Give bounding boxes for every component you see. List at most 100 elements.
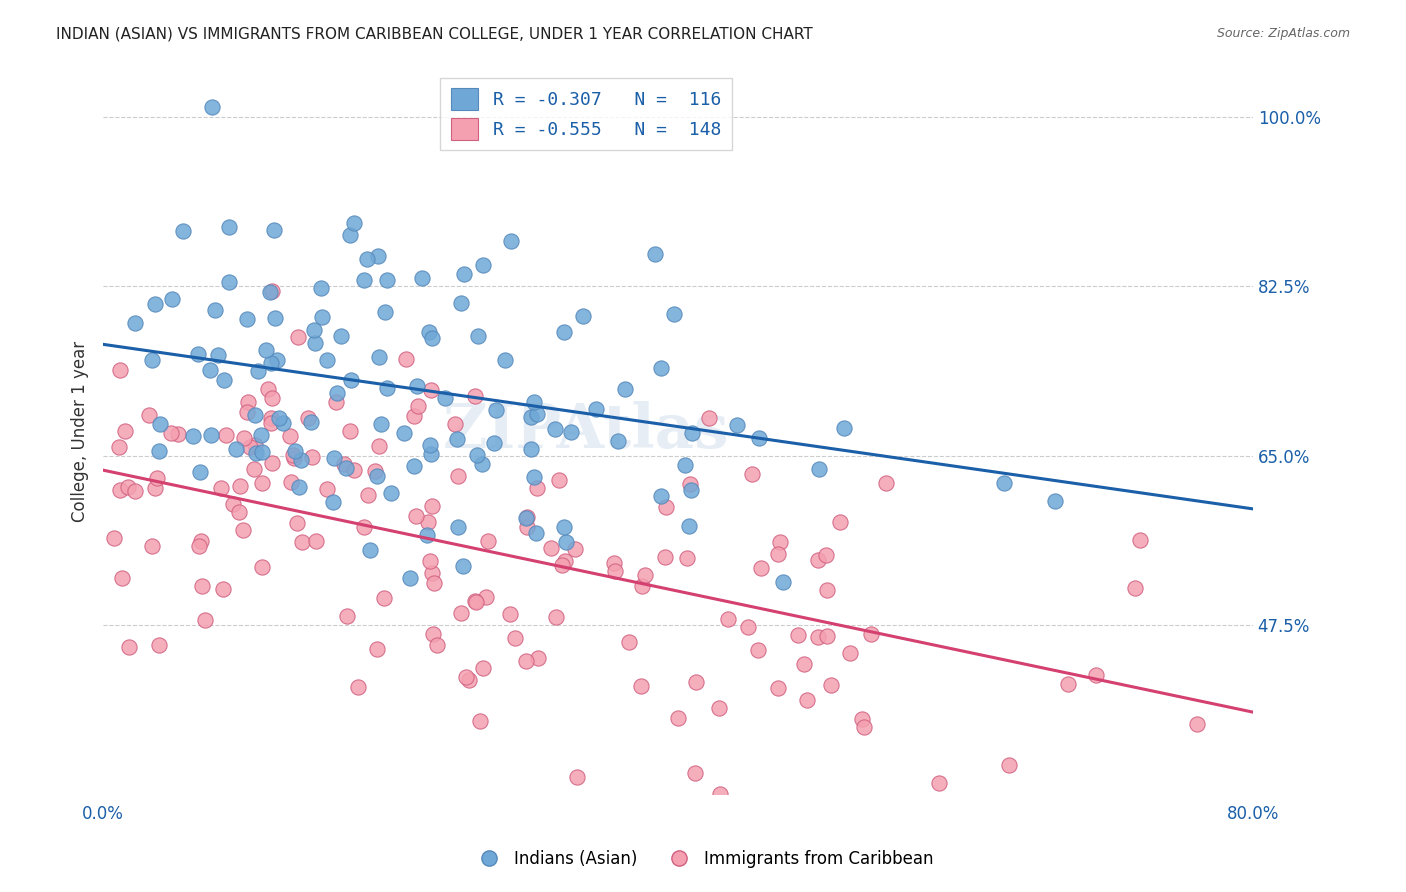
Point	[207, 348, 229, 362]
Point	[404, 459, 426, 474]
Point	[477, 533, 499, 548]
Point	[769, 535, 792, 549]
Point	[309, 281, 332, 295]
Point	[278, 429, 301, 443]
Point	[200, 99, 222, 113]
Point	[786, 628, 808, 642]
Point	[526, 481, 548, 495]
Point	[218, 276, 240, 290]
Point	[544, 422, 567, 436]
Point	[1085, 667, 1108, 681]
Point	[494, 353, 516, 368]
Point	[450, 296, 472, 310]
Text: Source: ZipAtlas.com: Source: ZipAtlas.com	[1216, 27, 1350, 40]
Point	[273, 417, 295, 431]
Point	[374, 305, 396, 319]
Point	[284, 444, 307, 458]
Point	[998, 758, 1021, 772]
Point	[141, 539, 163, 553]
Point	[333, 457, 356, 471]
Point	[398, 570, 420, 584]
Point	[118, 640, 141, 655]
Point	[304, 336, 326, 351]
Point	[353, 273, 375, 287]
Point	[420, 499, 443, 513]
Point	[188, 465, 211, 479]
Point	[613, 382, 636, 396]
Point	[633, 567, 655, 582]
Point	[232, 524, 254, 538]
Point	[420, 566, 443, 581]
Point	[815, 629, 838, 643]
Point	[796, 693, 818, 707]
Point	[443, 417, 465, 431]
Point	[373, 591, 395, 606]
Point	[523, 470, 546, 484]
Point	[498, 607, 520, 622]
Point	[243, 438, 266, 452]
Point	[450, 606, 472, 620]
Point	[465, 449, 488, 463]
Point	[820, 678, 842, 692]
Point	[464, 389, 486, 403]
Point	[370, 417, 392, 432]
Point	[748, 431, 770, 445]
Point	[260, 391, 283, 405]
Point	[603, 556, 626, 570]
Point	[679, 483, 702, 497]
Point	[664, 306, 686, 320]
Point	[250, 428, 273, 442]
Point	[741, 467, 763, 482]
Point	[516, 520, 538, 534]
Point	[143, 297, 166, 311]
Point	[683, 766, 706, 780]
Point	[297, 411, 319, 425]
Point	[148, 638, 170, 652]
Point	[673, 458, 696, 472]
Point	[254, 343, 277, 357]
Point	[420, 331, 443, 345]
Point	[117, 480, 139, 494]
Point	[447, 469, 470, 483]
Point	[419, 438, 441, 452]
Point	[280, 475, 302, 489]
Point	[603, 564, 626, 578]
Point	[103, 531, 125, 545]
Point	[200, 363, 222, 377]
Point	[124, 483, 146, 498]
Point	[650, 360, 672, 375]
Point	[218, 220, 240, 235]
Point	[404, 409, 426, 424]
Text: ZIPAtlas: ZIPAtlas	[443, 401, 730, 461]
Point	[766, 681, 789, 696]
Point	[291, 534, 314, 549]
Point	[191, 579, 214, 593]
Point	[1129, 533, 1152, 548]
Point	[418, 326, 440, 340]
Point	[367, 249, 389, 263]
Point	[699, 410, 721, 425]
Y-axis label: College, Under 1 year: College, Under 1 year	[72, 341, 89, 522]
Point	[725, 418, 748, 433]
Point	[851, 712, 873, 726]
Point	[571, 309, 593, 323]
Point	[540, 541, 562, 556]
Point	[301, 450, 323, 464]
Point	[375, 273, 398, 287]
Point	[141, 353, 163, 368]
Point	[464, 595, 486, 609]
Point	[650, 489, 672, 503]
Point	[287, 330, 309, 344]
Point	[392, 425, 415, 440]
Point	[838, 646, 860, 660]
Point	[419, 554, 441, 568]
Point	[316, 482, 339, 496]
Point	[617, 635, 640, 649]
Point	[257, 382, 280, 396]
Point	[395, 351, 418, 366]
Point	[993, 475, 1015, 490]
Point	[749, 560, 772, 574]
Point	[267, 411, 290, 425]
Point	[471, 457, 494, 471]
Point	[259, 285, 281, 299]
